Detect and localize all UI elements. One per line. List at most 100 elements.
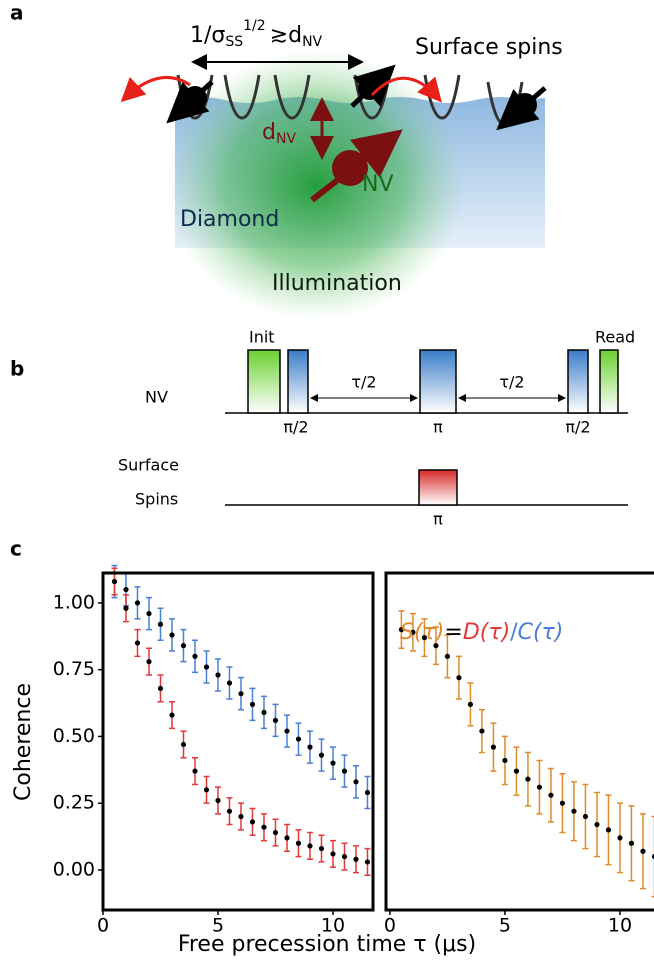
data-point: [456, 675, 462, 681]
nv-row-label: NV: [145, 388, 168, 407]
legend-operator: =: [444, 620, 462, 645]
x-axis-title: Free precession time τ (μs): [178, 932, 476, 957]
tau-label: τ/2: [499, 373, 524, 392]
x-tick-label: 5: [499, 915, 511, 937]
data-point: [226, 680, 233, 686]
surface-spins: [166, 64, 547, 131]
data-point: [628, 840, 635, 846]
data-point: [559, 800, 566, 806]
panel-label: c: [10, 537, 22, 561]
data-point: [215, 797, 221, 804]
legend-entry: C(τ): [518, 620, 564, 645]
data-point: [261, 709, 267, 715]
data-point: [284, 835, 290, 841]
data-point: [157, 685, 164, 691]
data-point: [146, 610, 152, 617]
data-point: [421, 635, 428, 641]
x-tick-label: 0: [384, 915, 396, 937]
depth-label: dNV: [262, 120, 296, 147]
read-label: Read: [595, 328, 635, 347]
data-point: [364, 859, 371, 865]
tau-label: τ/2: [351, 373, 376, 392]
data-point: [513, 768, 520, 774]
data-point: [180, 643, 187, 649]
data-point: [330, 760, 336, 766]
y-tick-label: 0.00: [53, 858, 95, 880]
data-point: [203, 664, 210, 670]
data-point: [330, 851, 336, 857]
read-pulse: [599, 349, 619, 414]
flip-arrows: [120, 76, 442, 103]
plot-frame: [384, 571, 654, 912]
data-point: [238, 691, 244, 697]
data-point: [651, 854, 654, 860]
data-point: [640, 848, 646, 854]
x-tick-label: 10: [321, 915, 345, 937]
panel-label: a: [10, 1, 24, 25]
legend-entry: S(τ): [400, 620, 444, 645]
pi-pulse: [419, 349, 457, 414]
data-point: [479, 728, 485, 734]
data-point: [249, 819, 256, 825]
spacing-sub: SS: [225, 34, 243, 50]
data-point: [146, 659, 152, 665]
data-point: [353, 856, 359, 862]
x-tick-label: 5: [212, 915, 224, 937]
data-point: [284, 728, 290, 734]
spacing-label: 1/σSS1/2 ≳dNV: [190, 18, 323, 50]
data-point: [594, 821, 600, 828]
half-pi-pulse: [567, 349, 589, 414]
data-point: [490, 744, 497, 750]
y-axis-title: Coherence: [11, 683, 36, 801]
half-pi-pulse: [287, 349, 309, 414]
data-point: [192, 653, 198, 659]
x-tick-label: 0: [97, 915, 109, 937]
data-point: [226, 808, 233, 814]
pulse-label: π: [433, 418, 443, 437]
init-label: Init: [249, 328, 275, 347]
data-point: [123, 605, 129, 611]
spacing-rel: ≳d: [270, 23, 302, 48]
spacing-sub2: NV: [302, 34, 322, 50]
surface-row-label: Spins: [135, 490, 178, 509]
data-point: [180, 741, 187, 748]
data-point: [341, 768, 348, 774]
data-point: [410, 629, 416, 635]
data-point: [318, 845, 325, 852]
pulse-label: π/2: [565, 418, 590, 437]
panel-label: b: [10, 357, 24, 381]
init-pulse: [247, 349, 281, 414]
data-point: [295, 840, 302, 846]
legend-operator: /: [510, 620, 518, 645]
data-point: [272, 829, 279, 836]
nv-label: NV: [362, 172, 394, 197]
y-tick-label: 0.25: [53, 792, 95, 814]
data-point: [571, 808, 577, 814]
spacing-sup: 1/2: [243, 18, 266, 34]
diamond-label: Diamond: [180, 207, 279, 232]
legend: S(τ)=D(τ)/C(τ): [400, 620, 563, 645]
data-point: [617, 835, 623, 841]
data-point: [249, 701, 256, 707]
y-tick-label: 0.75: [53, 658, 95, 680]
data-point: [364, 789, 371, 796]
data-point: [203, 787, 210, 793]
data-point: [134, 640, 141, 646]
data-point: [261, 824, 267, 830]
surface-row-label: Surface: [118, 456, 179, 475]
data-point: [134, 600, 141, 606]
data-point: [295, 736, 302, 742]
pulse-label: π: [433, 510, 443, 529]
data-point: [548, 792, 554, 798]
data-point: [605, 827, 612, 833]
data-point: [307, 744, 313, 750]
data-point: [444, 653, 451, 659]
depth-text: d: [262, 120, 276, 145]
x-tick-label: 10: [608, 915, 632, 937]
plot-frame: [101, 571, 375, 912]
data-point: [169, 712, 175, 718]
data-point: [272, 717, 279, 724]
surface-pi-pulse: [418, 469, 458, 506]
data-point: [192, 768, 198, 774]
